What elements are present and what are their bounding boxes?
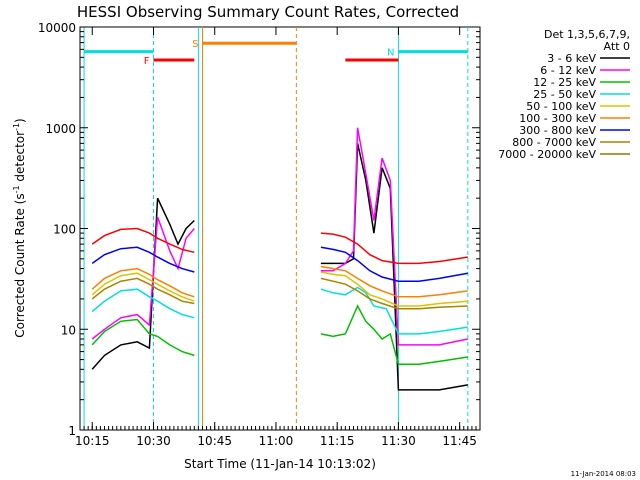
y-tick-label-4: 10000	[38, 21, 76, 35]
series-line-4-0	[91, 272, 195, 302]
legend-label-4: 50 - 100 keV	[526, 100, 596, 113]
series-line-1-1	[320, 127, 468, 346]
legend-label-5: 100 - 300 keV	[519, 112, 596, 125]
legend-label-3: 25 - 50 keV	[533, 88, 596, 101]
series-line-4-1	[320, 271, 468, 307]
legend-label-0: 3 - 6 keV	[547, 52, 596, 65]
flag-label-4: S	[192, 39, 198, 50]
y-tick-label-1: 10	[61, 323, 76, 337]
legend-label-8: 7000 - 20000 keV	[498, 148, 596, 161]
series-line-3-1	[320, 286, 468, 335]
plot-area: N F S	[79, 26, 481, 431]
series-line-9-0	[91, 227, 195, 254]
y-tick-label-0: 1	[68, 424, 76, 438]
series-line-9-1	[320, 232, 468, 265]
legend-label-7: 800 - 7000 keV	[512, 136, 596, 149]
x-axis-label: Start Time (11-Jan-14 10:13:02)	[184, 457, 376, 471]
series-line-7-0	[91, 277, 195, 305]
chart-title: HESSI Observing Summary Count Rates, Cor…	[77, 3, 459, 21]
legend-header-line2: Att 0	[604, 40, 630, 53]
flag-label-2: F	[144, 56, 150, 67]
x-tick-label-6: 11:45	[442, 434, 477, 448]
x-tick-label-4: 11:15	[320, 434, 355, 448]
series-line-7-1	[320, 277, 468, 310]
series-line-2-0	[91, 318, 195, 357]
legend-label-6: 300 - 800 keV	[519, 124, 596, 137]
y-tick-label-3: 1000	[45, 122, 76, 136]
x-axis: 10:15 10:30 10:45 11:00 11:15 11:30 11:45	[75, 27, 477, 448]
series-line-1-0	[91, 216, 195, 340]
series-line-0-0	[91, 197, 195, 370]
flag-label-1: N	[387, 48, 394, 59]
x-tick-label-2: 10:45	[197, 434, 232, 448]
series-line-3-0	[91, 288, 195, 319]
x-tick-label-3: 11:00	[259, 434, 294, 448]
x-tick-label-1: 10:30	[136, 434, 171, 448]
series-line-5-0	[91, 267, 195, 298]
series-line-6-0	[91, 246, 195, 273]
legend-header-line1: Det 1,3,5,6,7,9,	[544, 28, 630, 41]
y-axis: 1 10 100 1000 10000	[38, 21, 480, 438]
y-tick-label-2: 100	[53, 223, 76, 237]
series-line-5-1	[320, 265, 468, 298]
legend-label-2: 12 - 25 keV	[533, 76, 596, 89]
x-tick-label-0: 10:15	[75, 434, 110, 448]
y-axis-label: Corrected Count Rate (s-1 detector-1)	[12, 118, 27, 337]
legend-label-1: 6 - 12 keV	[540, 64, 596, 77]
series-line-2-1	[320, 304, 468, 365]
x-tick-label-5: 11:30	[381, 434, 416, 448]
series-line-6-1	[320, 246, 468, 282]
timestamp-footer: 11-Jan-2014 08:03	[571, 470, 636, 478]
